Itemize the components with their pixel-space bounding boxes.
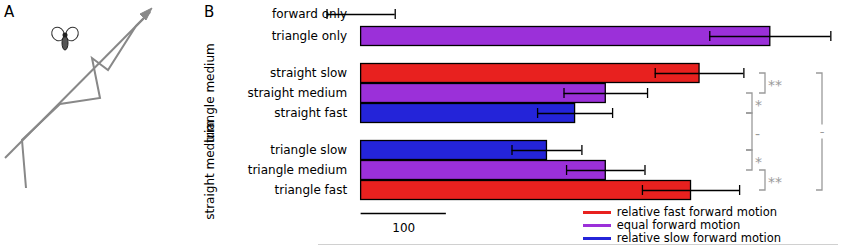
- svg-text:forward only: forward only: [272, 7, 347, 21]
- svg-text:straight slow: straight slow: [270, 66, 347, 80]
- svg-text:triangle medium: triangle medium: [203, 43, 217, 142]
- svg-text:B: B: [204, 3, 214, 21]
- svg-text:straight medium: straight medium: [247, 86, 347, 100]
- svg-text:*: *: [755, 154, 762, 170]
- svg-text:**: **: [768, 174, 782, 190]
- svg-text:straight medium: straight medium: [203, 120, 217, 220]
- svg-text:triangle fast: triangle fast: [274, 183, 347, 197]
- svg-text:-: -: [820, 124, 825, 139]
- svg-text:triangle slow: triangle slow: [270, 143, 347, 157]
- svg-text:-: -: [755, 126, 760, 142]
- svg-text:A: A: [4, 3, 15, 21]
- svg-text:triangle only: triangle only: [272, 29, 347, 43]
- html-text:relative slow forward motion: relative slow forward motion: [616, 231, 781, 245]
- svg-text:**: **: [768, 77, 782, 93]
- svg-text:straight fast: straight fast: [274, 106, 347, 120]
- html-text:equal forward motion: equal forward motion: [616, 218, 741, 232]
- svg-text:100: 100: [392, 221, 415, 235]
- svg-text:triangle medium: triangle medium: [248, 163, 347, 177]
- svg-text:*: *: [755, 97, 762, 113]
- html-text:relative fast forward motion: relative fast forward motion: [616, 205, 777, 219]
